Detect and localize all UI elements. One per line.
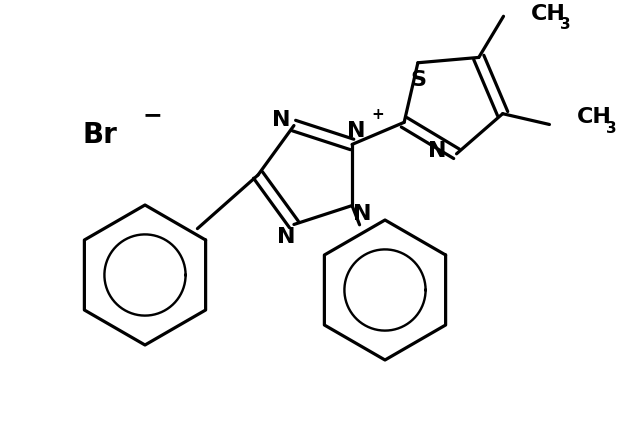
Text: +: +	[372, 107, 385, 122]
Text: N: N	[272, 110, 290, 129]
Text: CH: CH	[531, 4, 565, 24]
Text: S: S	[410, 70, 426, 90]
Text: N: N	[276, 227, 295, 247]
Text: Br: Br	[83, 121, 117, 149]
Text: 3: 3	[561, 17, 571, 32]
Text: N: N	[428, 141, 447, 161]
Text: N: N	[353, 203, 371, 224]
Text: −: −	[142, 103, 162, 127]
Text: 3: 3	[607, 121, 617, 136]
Text: N: N	[347, 121, 365, 141]
Text: CH: CH	[577, 108, 611, 127]
